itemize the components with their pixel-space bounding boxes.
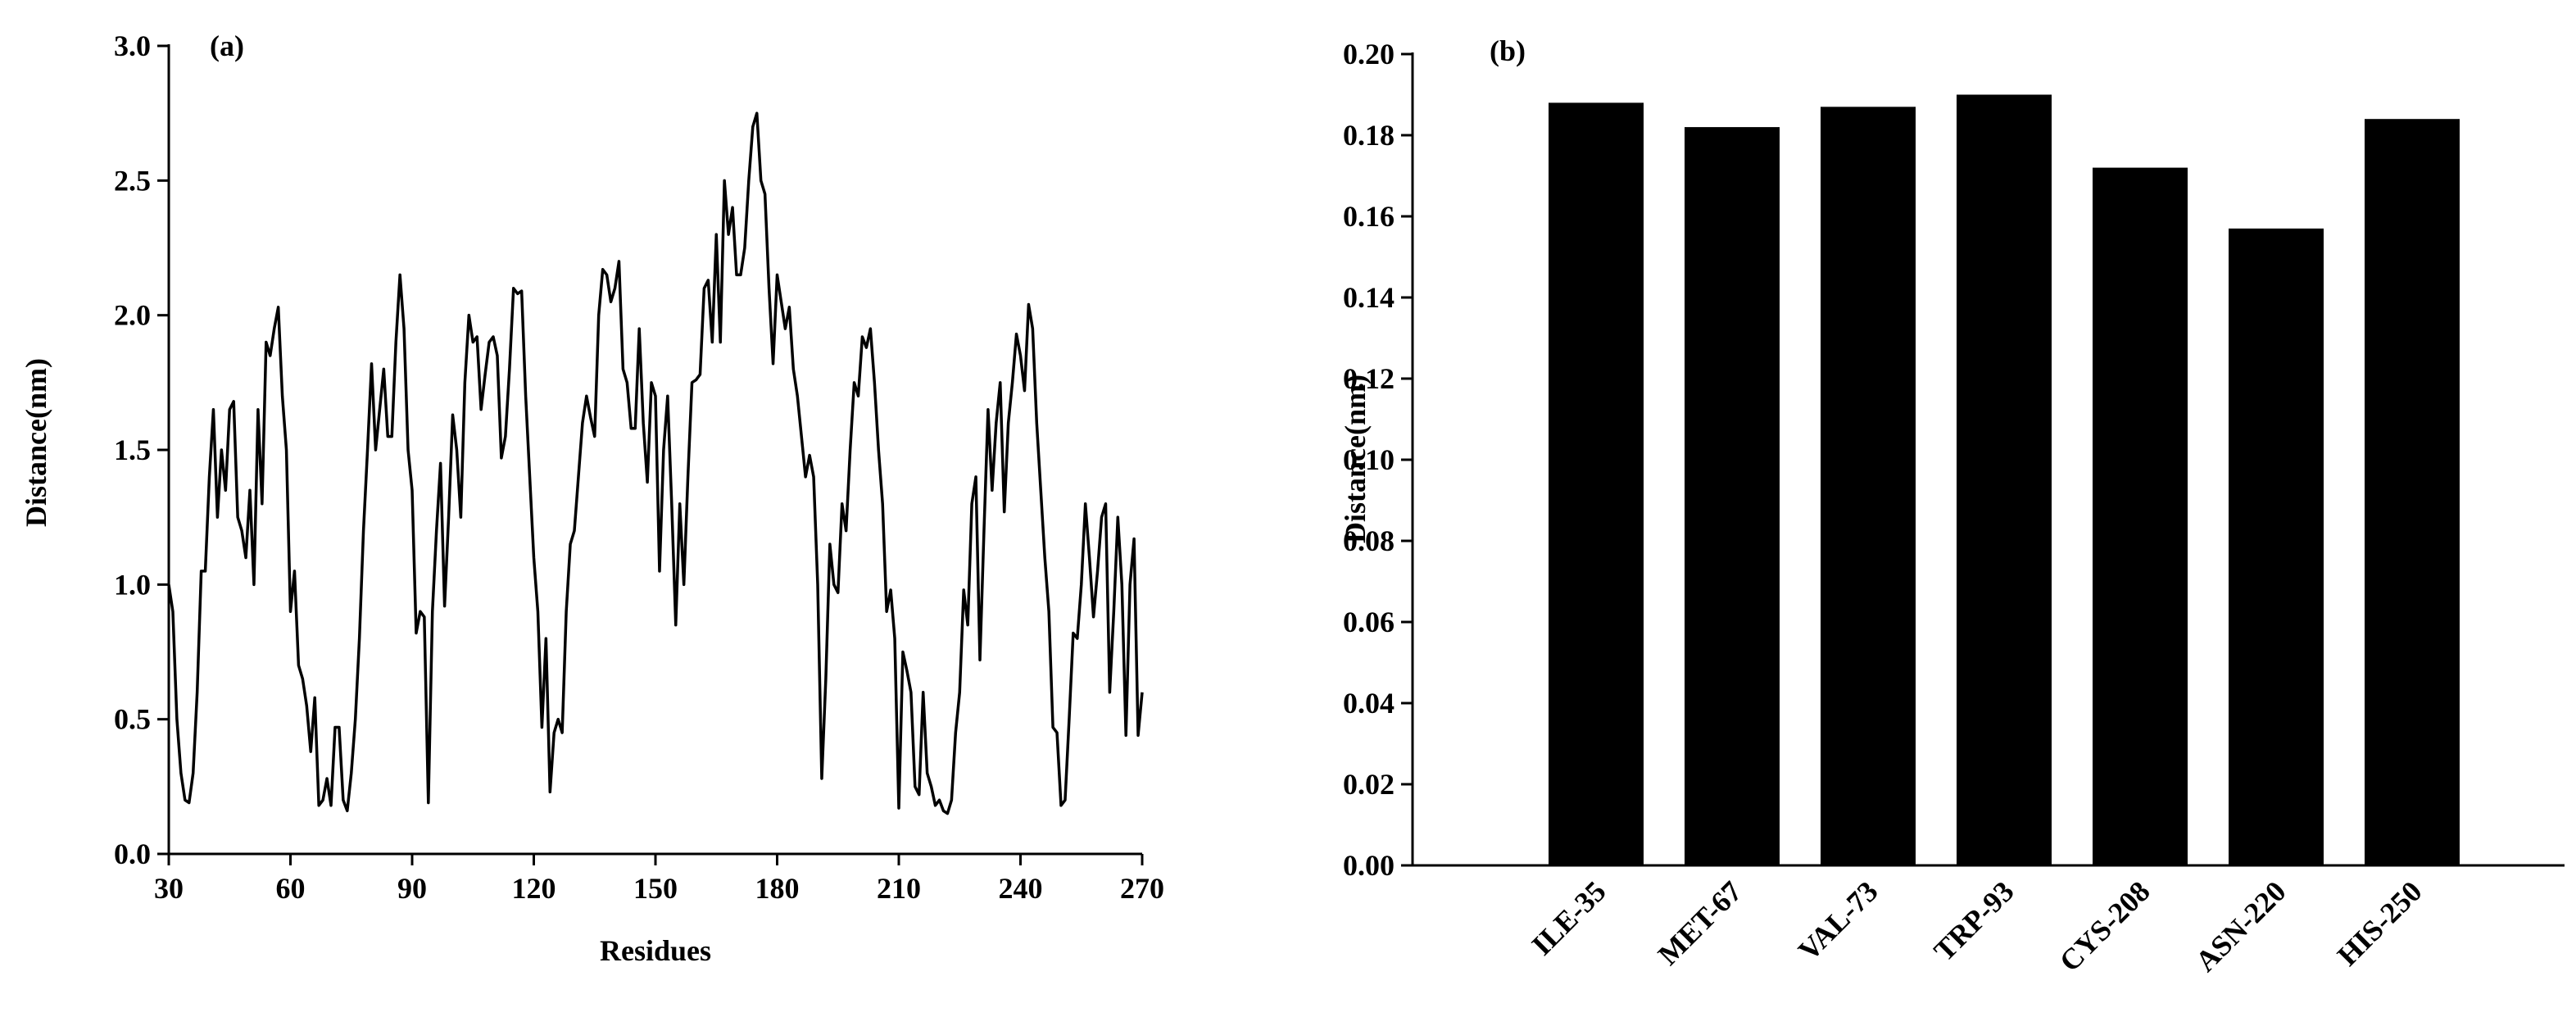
x-axis-title: Residues	[600, 934, 711, 967]
x-tick-label: VAL-73	[1792, 874, 1884, 967]
y-tick-label: 0.14	[1343, 281, 1395, 314]
y-tick-label: 2.0	[114, 299, 151, 332]
x-tick-label: CYS-208	[2053, 874, 2156, 978]
bar	[2365, 119, 2460, 865]
y-tick-label: 0.18	[1343, 119, 1395, 152]
x-tick-label: ILE-35	[1526, 874, 1612, 961]
x-tick-label: HIS-250	[2331, 874, 2429, 972]
y-tick-label: 0.08	[1343, 524, 1395, 557]
bar	[2229, 228, 2324, 866]
y-tick-label: 0.5	[114, 703, 151, 736]
x-tick-label: 180	[755, 872, 800, 905]
panel-label: (b)	[1490, 34, 1526, 67]
y-tick-label: 0.02	[1343, 768, 1395, 801]
x-tick-label: 120	[512, 872, 556, 905]
y-tick-label: 0.00	[1343, 849, 1395, 882]
y-tick-label: 0.16	[1343, 200, 1395, 233]
x-tick-label: 30	[154, 872, 184, 905]
y-axis-title: Distance(nm)	[20, 358, 52, 527]
x-tick-label: 150	[633, 872, 678, 905]
y-tick-label: 1.0	[114, 568, 151, 601]
panel-label: (a)	[210, 30, 244, 62]
bar	[1821, 107, 1916, 866]
y-tick-label: 2.5	[114, 164, 151, 197]
y-tick-label: 0.04	[1343, 687, 1395, 720]
y-tick-label: 0.20	[1343, 38, 1395, 70]
x-tick-label: MET-67	[1652, 874, 1748, 971]
x-tick-label: 90	[397, 872, 427, 905]
bar	[1685, 127, 1780, 866]
y-tick-label: 1.5	[114, 434, 151, 466]
y-tick-label: 0.12	[1343, 362, 1395, 395]
x-tick-label: TRP-93	[1928, 874, 2020, 967]
data-line	[167, 111, 1144, 815]
y-tick-label: 0.0	[114, 838, 151, 870]
x-tick-label: 270	[1120, 872, 1164, 905]
x-tick-label: 60	[276, 872, 306, 905]
bar	[2093, 167, 2188, 866]
y-tick-label: 0.10	[1343, 443, 1395, 476]
y-tick-label: 3.0	[114, 30, 151, 62]
bar	[1549, 102, 1644, 865]
x-tick-label: 210	[877, 872, 921, 905]
x-tick-label: ASN-220	[2189, 874, 2293, 978]
y-axis-title: Distance(nm)	[1339, 375, 1372, 543]
x-tick-label: 240	[999, 872, 1043, 905]
bar	[1957, 94, 2052, 865]
y-tick-label: 0.06	[1343, 606, 1395, 638]
